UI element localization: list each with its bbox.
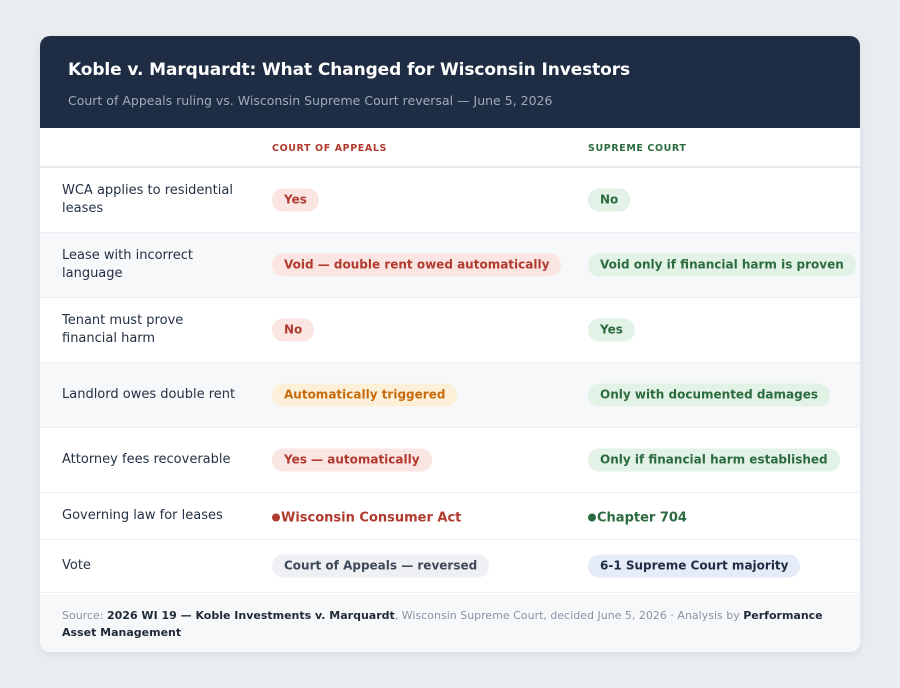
page-subtitle: Court of Appeals ruling vs. Wisconsin Su… (68, 93, 553, 108)
analyst-name: Performance Asset Management (62, 609, 823, 639)
source-prefix: Source: (62, 609, 107, 622)
supreme-badge: Only with documented damages (588, 383, 830, 407)
appeals-badge: No (272, 318, 315, 342)
footer-separator: · (666, 609, 678, 622)
red-dot-icon (272, 513, 280, 522)
supreme-law-text: Chapter 704 (597, 510, 687, 525)
page-title: Koble v. Marquardt: What Changed for Wis… (68, 60, 631, 80)
green-dot-icon (588, 513, 596, 522)
column-header-supreme: SUPREME COURT (588, 143, 687, 154)
row-label: WCA applies to residential leases (62, 183, 233, 216)
supreme-badge: No (588, 188, 631, 212)
table-row: Tenant must prove financial harm No Yes (40, 298, 860, 363)
appeals-law-indicator: Wisconsin Consumer Act (272, 510, 461, 525)
table-row: WCA applies to residential leases Yes No (40, 168, 860, 233)
appeals-badge: Automatically triggered (272, 383, 458, 407)
supreme-badge: Only if financial harm established (588, 448, 840, 472)
table-row: Lease with incorrect language Void — dou… (40, 233, 860, 298)
appeals-law-text: Wisconsin Consumer Act (281, 510, 462, 525)
column-header-appeals: COURT OF APPEALS (272, 143, 387, 154)
supreme-badge: 6-1 Supreme Court majority (588, 554, 801, 578)
supreme-law-indicator: Chapter 704 (588, 510, 687, 525)
appeals-badge: Void — double rent owed automatically (272, 253, 562, 277)
source-footer: Source: 2026 WI 19 — Koble Investments v… (40, 594, 860, 652)
row-label: Landlord owes double rent (62, 387, 236, 402)
row-label: Lease with incorrect language (62, 248, 193, 281)
row-label: Tenant must prove financial harm (62, 313, 184, 346)
table-column-headers: COURT OF APPEALS SUPREME COURT (40, 128, 860, 168)
card-header: Koble v. Marquardt: What Changed for Wis… (40, 36, 860, 128)
table-row: Governing law for leases Wisconsin Consu… (40, 493, 860, 540)
row-label: Governing law for leases (62, 508, 223, 523)
row-label: Vote (62, 558, 91, 573)
analysis-prefix: Analysis by (677, 609, 744, 622)
comparison-card: Koble v. Marquardt: What Changed for Wis… (40, 36, 860, 652)
court-detail: , Wisconsin Supreme Court, decided June … (394, 609, 667, 622)
appeals-badge: Yes — automatically (272, 448, 432, 472)
appeals-badge: Court of Appeals — reversed (272, 554, 490, 578)
table-row: Landlord owes double rent Automatically … (40, 363, 860, 428)
supreme-badge: Yes (588, 318, 635, 342)
table-row: Vote Court of Appeals — reversed 6-1 Sup… (40, 540, 860, 593)
row-label: Attorney fees recoverable (62, 452, 231, 467)
case-citation: 2026 WI 19 — Koble Investments v. Marqua… (106, 609, 395, 622)
table-row: Attorney fees recoverable Yes — automati… (40, 428, 860, 493)
appeals-badge: Yes (272, 188, 319, 212)
supreme-badge: Void only if financial harm is proven (588, 253, 856, 277)
